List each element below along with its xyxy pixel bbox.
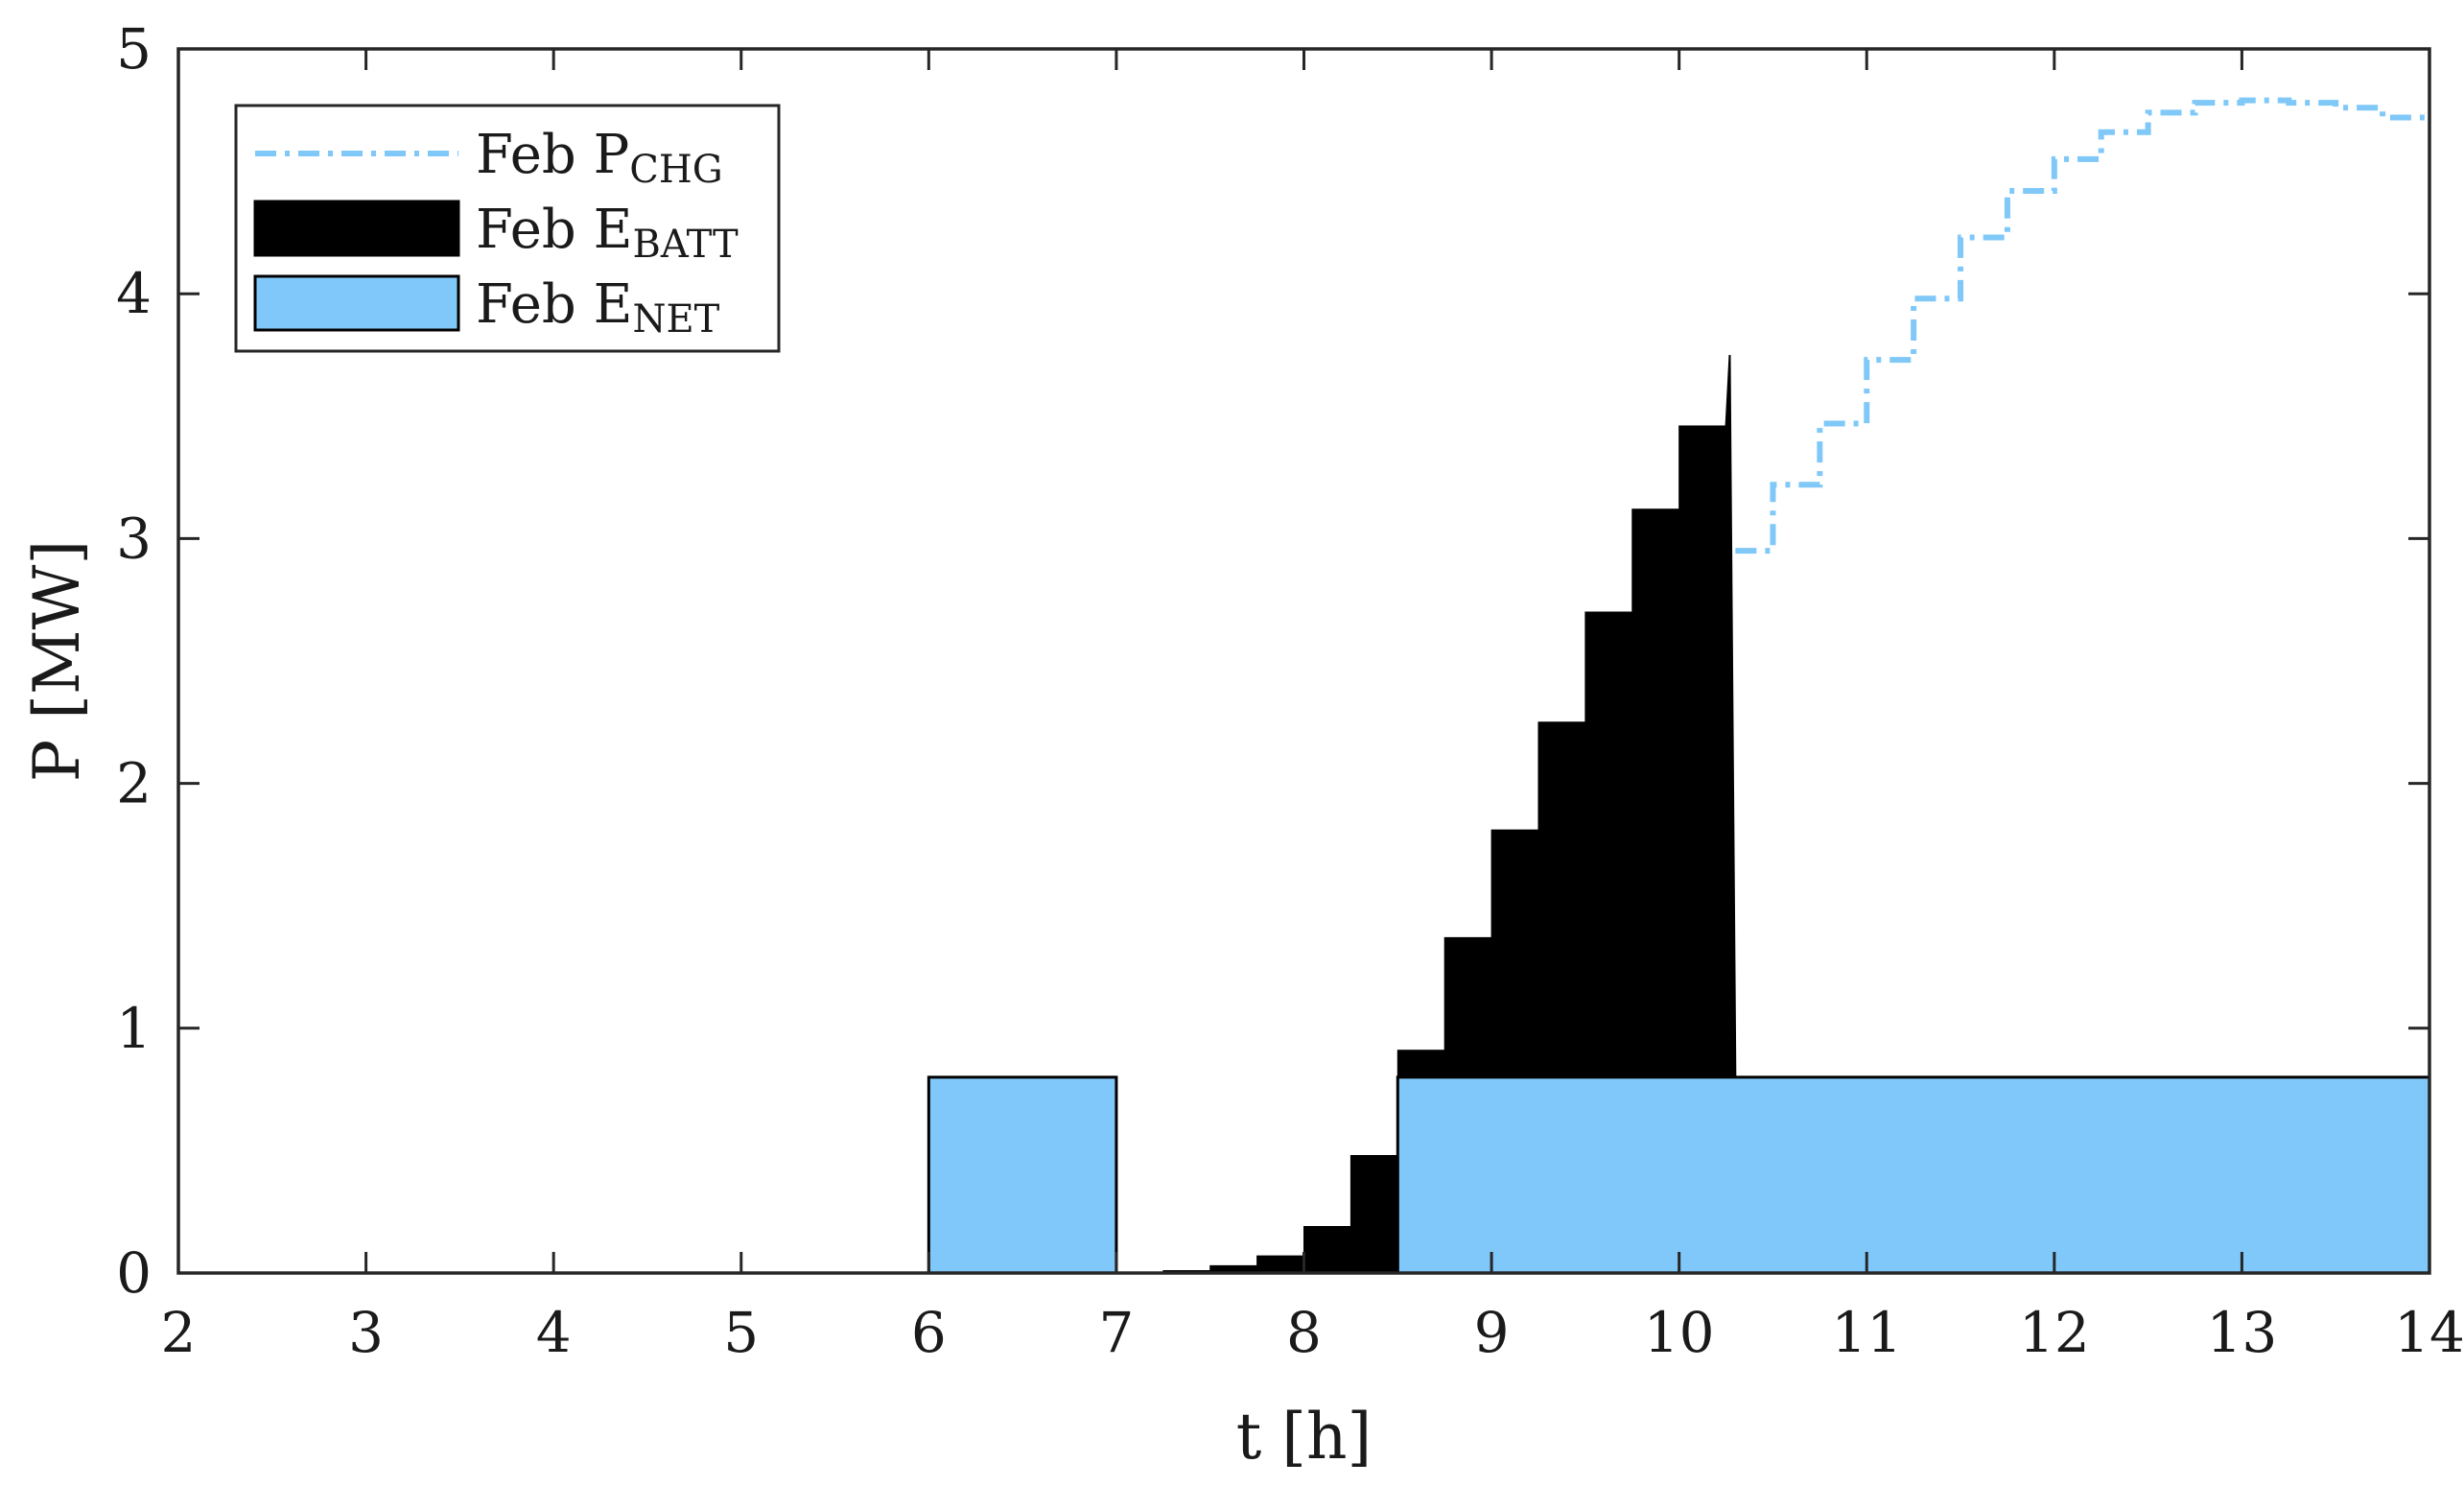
ebatt-step-9: [1537, 721, 1586, 1078]
ebatt-step-7: [1443, 936, 1492, 1078]
legend-label-main: Feb E: [476, 273, 632, 336]
legend-label-subscript: NET: [632, 297, 719, 342]
legend-swatch-ebatt: [253, 200, 460, 257]
ebatt-step-3: [1256, 1255, 1304, 1274]
y-tick-label-2: 2: [116, 751, 152, 816]
y-tick-label-4: 4: [116, 261, 152, 326]
ebatt-step-10: [1584, 611, 1633, 1078]
ebatt-step-8: [1490, 829, 1539, 1078]
ebatt-step-11: [1631, 508, 1680, 1078]
ebatt-step-12: [1678, 425, 1727, 1078]
legend-label-subscript: BATT: [632, 223, 739, 267]
series-layer: [927, 97, 2431, 1275]
ebatt-step-5: [1349, 1155, 1398, 1274]
x-tick-label-11: 11: [1831, 1300, 1902, 1365]
x-tick-label-8: 8: [1286, 1300, 1322, 1365]
legend-swatch-enet: [253, 274, 460, 332]
y-tick-label-5: 5: [116, 16, 152, 82]
pchg-line: [1735, 97, 2429, 554]
x-tick-label-6: 6: [911, 1300, 947, 1365]
x-tick-label-10: 10: [1644, 1300, 1715, 1365]
y-tick-label-1: 1: [116, 996, 152, 1061]
ebatt-step-4: [1303, 1226, 1351, 1274]
x-tick-label-9: 9: [1474, 1300, 1510, 1365]
ebatt-peak: [1725, 354, 1737, 1078]
y-axis-title: P [MW]: [20, 540, 94, 782]
x-tick-label-14: 14: [2394, 1300, 2464, 1365]
legend-label-main: Feb E: [476, 199, 632, 261]
x-tick-label-2: 2: [161, 1300, 197, 1365]
x-tick-label-3: 3: [348, 1300, 384, 1365]
ebatt-step-6: [1396, 1050, 1445, 1078]
x-tick-label-5: 5: [723, 1300, 759, 1365]
y-tick-label-3: 3: [116, 506, 152, 571]
legend-label-main: Feb P: [476, 124, 629, 186]
enet-block-1: [1396, 1075, 2431, 1275]
legend-label-ebatt: Feb EBATT: [476, 199, 739, 267]
y-tick-label-0: 0: [116, 1240, 152, 1306]
x-tick-label-12: 12: [2019, 1300, 2090, 1365]
x-tick-label-4: 4: [536, 1300, 572, 1365]
enet-block-0: [927, 1075, 1118, 1275]
legend-label-pchg: Feb PCHG: [476, 124, 723, 192]
x-tick-label-13: 13: [2207, 1300, 2278, 1365]
legend-label-subscript: CHG: [629, 148, 722, 192]
legend-label-enet: Feb ENET: [476, 273, 720, 342]
x-tick-label-7: 7: [1098, 1300, 1134, 1365]
x-axis-title: t [h]: [1236, 1400, 1373, 1474]
